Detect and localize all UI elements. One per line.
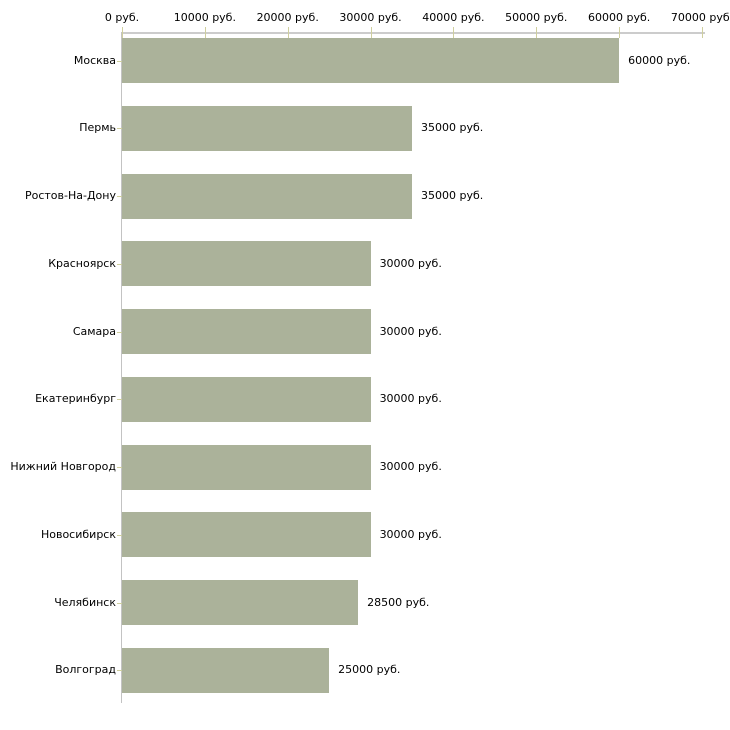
value-label: 30000 руб. bbox=[379, 392, 442, 406]
bar bbox=[122, 444, 371, 490]
x-axis-line bbox=[122, 32, 705, 34]
x-axis-tick-label: 60000 руб. bbox=[588, 11, 651, 24]
category-label: Пермь bbox=[79, 121, 116, 135]
category-label: Самара bbox=[72, 324, 116, 338]
bar bbox=[122, 173, 412, 219]
value-label: 30000 руб. bbox=[379, 527, 442, 541]
x-axis-tick bbox=[453, 27, 455, 38]
y-axis-line bbox=[121, 32, 122, 703]
value-label: 30000 руб. bbox=[379, 460, 442, 473]
bar bbox=[122, 309, 371, 354]
bar bbox=[122, 241, 371, 287]
x-axis-tick bbox=[287, 27, 289, 38]
category-label: Екатеринбург bbox=[35, 392, 116, 406]
bar bbox=[122, 512, 371, 558]
y-axis-tick bbox=[117, 263, 122, 265]
x-axis-tick-label: 70000 руб. bbox=[670, 11, 730, 24]
x-axis-tick-label: 30000 руб. bbox=[339, 11, 402, 24]
y-axis-tick bbox=[117, 128, 122, 130]
y-axis-tick bbox=[117, 670, 122, 672]
bar bbox=[122, 647, 330, 693]
value-label: 35000 руб. bbox=[421, 121, 484, 135]
x-axis-tick-label: 10000 руб. bbox=[173, 11, 236, 24]
x-axis-tick bbox=[702, 27, 703, 38]
category-label: Ростов-На-Дону bbox=[24, 189, 116, 202]
y-axis-tick bbox=[117, 534, 122, 536]
x-axis-tick bbox=[536, 27, 538, 38]
x-axis-tick-label: 0 руб. bbox=[104, 11, 140, 24]
x-axis-tick-label: 20000 руб. bbox=[256, 11, 319, 24]
y-axis-tick bbox=[117, 60, 122, 62]
bar bbox=[122, 38, 620, 83]
category-label: Новосибирск bbox=[40, 527, 116, 541]
x-axis-tick bbox=[204, 27, 206, 38]
category-label: Нижний Новгород bbox=[10, 460, 116, 473]
value-label: 28500 руб. bbox=[367, 595, 430, 609]
bar bbox=[122, 580, 359, 625]
y-axis-tick bbox=[117, 399, 122, 401]
x-axis-tick-label: 50000 руб. bbox=[505, 11, 568, 24]
bar bbox=[122, 105, 412, 151]
y-axis-tick bbox=[117, 196, 122, 197]
bar bbox=[122, 376, 371, 422]
x-axis-tick bbox=[619, 27, 621, 38]
category-label: Москва bbox=[73, 53, 116, 67]
value-label: 25000 руб. bbox=[338, 663, 401, 677]
x-axis-tick-label: 40000 руб. bbox=[422, 11, 485, 24]
category-label: Красноярск bbox=[48, 256, 116, 270]
y-axis-tick bbox=[117, 467, 122, 468]
value-label: 35000 руб. bbox=[421, 189, 484, 202]
x-axis-tick bbox=[370, 27, 372, 38]
category-label: Челябинск bbox=[54, 595, 116, 609]
x-axis-tick bbox=[122, 27, 123, 38]
value-label: 60000 руб. bbox=[628, 53, 691, 67]
y-axis-tick bbox=[117, 331, 122, 333]
value-label: 30000 руб. bbox=[379, 256, 442, 270]
value-label: 30000 руб. bbox=[379, 324, 442, 338]
y-axis-tick bbox=[117, 602, 122, 604]
category-label: Волгоград bbox=[55, 663, 116, 677]
